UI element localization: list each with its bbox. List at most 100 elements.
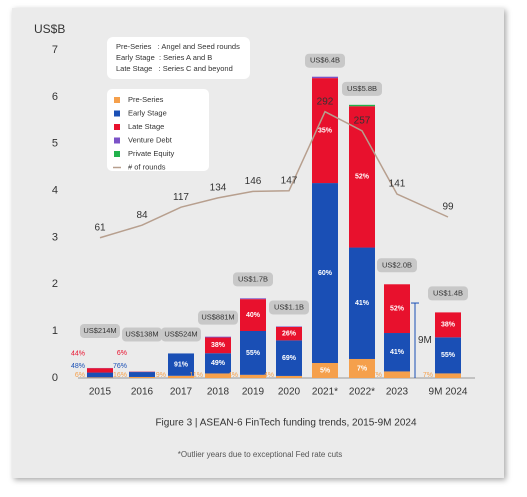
legend-label: Pre-Series xyxy=(128,95,164,104)
bar-segment xyxy=(240,374,266,378)
share-label: 48% xyxy=(71,363,85,370)
bar-segment xyxy=(87,372,113,378)
total-label-box xyxy=(161,327,201,342)
legend-swatch xyxy=(114,137,120,144)
y-tick-label: 5 xyxy=(52,138,58,150)
bar-segment xyxy=(276,326,302,341)
share-label: 44% xyxy=(71,350,85,357)
share-label: 11% xyxy=(190,372,204,379)
bar-segment xyxy=(312,76,338,79)
share-label: 41% xyxy=(355,300,370,307)
rounds-label: 146 xyxy=(245,176,262,187)
rounds-label: 141 xyxy=(389,179,406,190)
share-label: 40% xyxy=(246,312,261,319)
total-label-box xyxy=(377,258,417,273)
share-label: 55% xyxy=(441,352,456,359)
bar-segment xyxy=(349,104,375,107)
total-label: US$881M xyxy=(201,313,234,322)
bar-segment xyxy=(276,326,302,327)
legend-label: Private Equity xyxy=(128,149,175,158)
note: Late Stage : Series C and beyond xyxy=(116,64,233,73)
x-tick-label: 2022* xyxy=(349,387,375,398)
share-label: 4% xyxy=(264,372,274,379)
y-tick-label: 2 xyxy=(52,278,58,290)
total-label-box xyxy=(342,81,382,96)
total-label: US$1.7B xyxy=(238,274,268,283)
bar-segment xyxy=(240,331,266,375)
bar-segment xyxy=(87,368,113,373)
bar-segment xyxy=(276,375,302,378)
share-label: 5% xyxy=(320,367,331,374)
share-label: 52% xyxy=(355,174,370,181)
rounds-label: 99 xyxy=(442,202,454,213)
card xyxy=(12,8,504,478)
share-label: 91% xyxy=(174,361,189,368)
total-label-box xyxy=(198,310,238,325)
total-label-box xyxy=(305,53,345,68)
total-label-box xyxy=(80,323,120,338)
share-label: 60% xyxy=(318,270,333,277)
total-label-box xyxy=(269,300,309,315)
bar-segment xyxy=(384,333,410,372)
bar-segment xyxy=(240,298,266,300)
bar-segment xyxy=(205,337,231,354)
share-label: 69% xyxy=(282,355,297,362)
x-tick-label: 2023 xyxy=(386,387,409,398)
share-label: 52% xyxy=(390,305,405,312)
legend-label: # of rounds xyxy=(128,162,166,171)
y-tick-label: 0 xyxy=(52,372,58,384)
rounds-label: 257 xyxy=(354,115,371,126)
bar-segment xyxy=(312,363,338,378)
bar-segment xyxy=(240,299,266,332)
x-tick-label: 2016 xyxy=(131,387,154,398)
share-label: 7% xyxy=(423,372,433,379)
note-box xyxy=(107,37,250,79)
legend-swatch xyxy=(114,124,120,130)
total-label-box xyxy=(233,272,273,287)
x-tick-label: 2017 xyxy=(170,387,193,398)
rounds-label: 84 xyxy=(136,210,148,221)
share-label: 7% xyxy=(372,372,382,379)
total-label: US$6.4B xyxy=(310,56,340,65)
legend-swatch xyxy=(114,151,120,157)
legend-swatch xyxy=(114,110,120,117)
bar-segment xyxy=(168,353,194,376)
total-label-box xyxy=(122,327,162,342)
y-tick-label: 7 xyxy=(52,44,58,56)
x-tick-label: 2021* xyxy=(312,387,338,398)
total-label-box xyxy=(428,286,468,301)
x-tick-label: 2018 xyxy=(207,387,230,398)
total-label: US$1.4B xyxy=(433,288,463,297)
share-label: 38% xyxy=(211,342,226,349)
rounds-label: 117 xyxy=(173,192,189,203)
legend-box xyxy=(107,89,209,171)
bar-segment xyxy=(205,353,231,374)
y-axis-label: US$B xyxy=(34,22,65,36)
total-label: US$5.8B xyxy=(347,84,377,93)
bar-segment xyxy=(312,183,338,364)
share-label: 49% xyxy=(211,360,226,367)
bar-segment xyxy=(349,247,375,359)
share-label: 76% xyxy=(113,363,127,370)
total-label: US$1.1B xyxy=(274,302,304,311)
total-label: US$214M xyxy=(83,326,116,335)
rounds-label: 147 xyxy=(281,175,298,186)
bar-segment xyxy=(87,377,113,378)
total-label: US$2.0B xyxy=(382,260,412,269)
share-label: 41% xyxy=(390,349,405,356)
bar-segment xyxy=(349,106,375,248)
legend-label: Early Stage xyxy=(128,108,167,117)
bar-segment xyxy=(129,376,155,378)
rounds-label: 134 xyxy=(210,183,227,194)
bar-segment xyxy=(349,358,375,378)
rounds-line xyxy=(99,110,449,239)
share-label: 6% xyxy=(75,372,85,379)
legend-swatch xyxy=(114,97,120,103)
share-label: 9% xyxy=(156,372,166,379)
note: Pre-Series : Angel and Seed rounds xyxy=(116,42,240,51)
x-tick-label: 9M 2024 xyxy=(429,387,468,398)
share-label: 4% xyxy=(228,372,238,379)
bar-segment xyxy=(129,372,155,377)
x-tick-label: 2019 xyxy=(242,387,265,398)
